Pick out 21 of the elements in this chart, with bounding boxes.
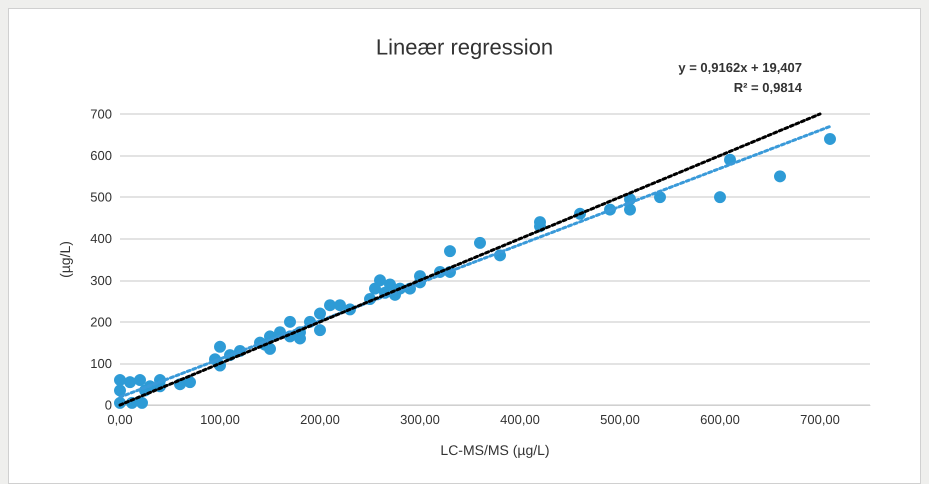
- x-tick-label: 100,00: [200, 412, 240, 427]
- x-axis-title: LC-MS/MS (µg/L): [440, 442, 550, 458]
- y-tick-label: 400: [90, 231, 112, 246]
- x-tick-label: 200,00: [300, 412, 340, 427]
- y-axis-title: (µg/L): [57, 241, 73, 278]
- x-tick-label: 500,00: [600, 412, 640, 427]
- x-tick-label: 400,00: [500, 412, 540, 427]
- text: R² = 0,9814: [734, 80, 803, 95]
- chart-title: Lineær regression: [376, 34, 554, 60]
- x-tick-label: 0,00: [107, 412, 133, 427]
- y-tick-label: 100: [90, 356, 112, 371]
- y-tick-label: 200: [90, 314, 112, 330]
- y-tick-label: 300: [90, 272, 112, 288]
- x-tick-label: 700,00: [800, 412, 840, 427]
- y-tick-label: 0: [104, 398, 112, 412]
- x-tick-label: 600,00: [700, 412, 740, 427]
- y-tick-label: 500: [90, 190, 112, 205]
- y-tick-label: 600: [90, 148, 112, 164]
- text: y = 0,9162x + 19,407: [678, 60, 802, 75]
- x-tick-label: 300,00: [400, 412, 440, 427]
- y-tick-label: 700: [90, 106, 112, 122]
